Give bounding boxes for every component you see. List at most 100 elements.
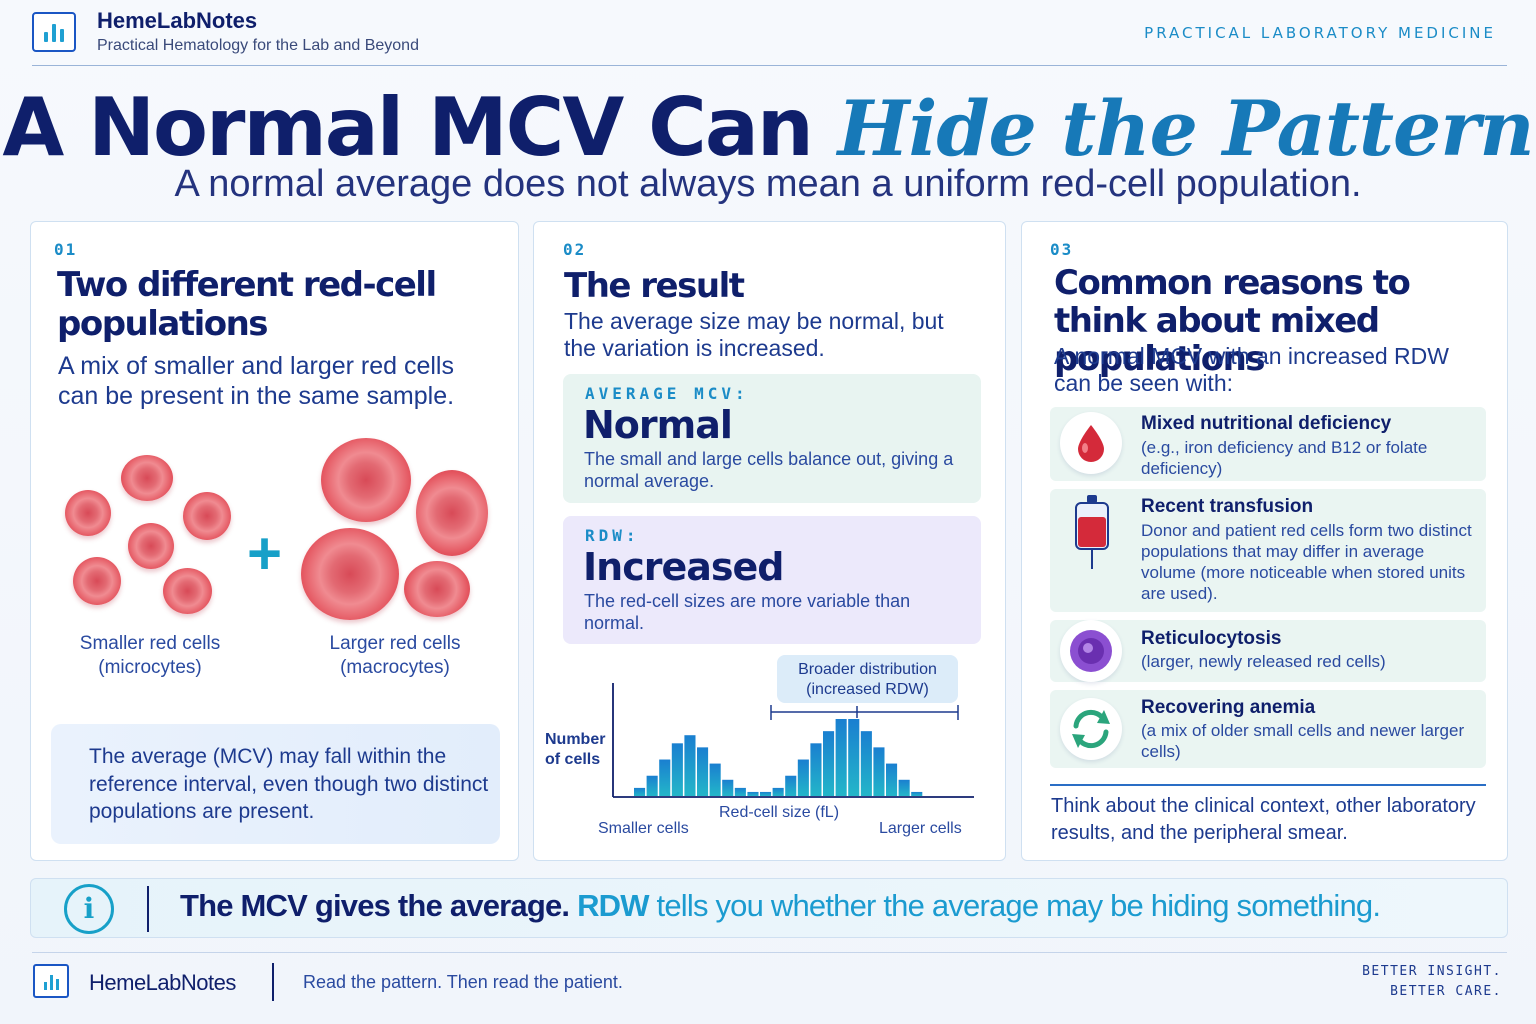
histogram-bar [760,791,772,796]
histogram-bar [823,731,835,796]
histogram-bar [772,787,784,796]
histogram-bar [671,743,683,796]
title-part-2: Hide the Pattern [837,84,1535,173]
chart-x-label: Red-cell size (fL) [719,804,840,821]
rdw-value: Increased [583,545,784,589]
chart-x-right-label: Larger cells [879,820,962,837]
section-kicker: PRACTICAL LABORATORY MEDICINE [1144,24,1496,42]
title-part-1: A Normal MCV Can [2,81,838,174]
footer-motto: BETTER INSIGHT. BETTER CARE. [1362,962,1502,1002]
histogram-bar [646,775,658,796]
histogram-bar [911,791,923,796]
panel-text: A normal MCV with an increased RDW can b… [1054,343,1449,396]
histogram-bar [848,719,860,796]
chart-y-label: Number of cells [545,731,606,768]
panel-heading: Two different red-cell populations [57,265,437,344]
microcyte-icon [183,492,231,540]
histogram-bar [873,747,885,796]
mcv-description: The small and large cells balance out, g… [584,449,954,491]
histogram-bar [722,779,734,796]
microcyte-icon [73,557,121,605]
footer-brand[interactable]: HemeLabNotes [89,970,236,995]
panel-footer-text: Think about the clinical context, other … [1051,795,1476,844]
brand-name[interactable]: HemeLabNotes [97,8,258,33]
caption-small-cells: Smaller red cells (microcytes) [60,632,240,680]
microcyte-icon [163,568,212,614]
histogram-bar [898,779,910,796]
header-divider [32,65,1507,66]
panel-divider [1050,784,1486,786]
reason-title: Recovering anemia [1141,697,1316,718]
mcv-label: AVERAGE MCV: [585,384,749,403]
reason-description: (e.g., iron deficiency and B12 or folate… [1141,438,1428,478]
reason-title: Reticulocytosis [1141,628,1282,649]
rdw-label: RDW: [585,526,640,545]
reason-description: (a mix of older small cells and newer la… [1141,721,1465,761]
plus-icon: + [247,520,283,587]
histogram-bar [785,775,797,796]
microcyte-icon [121,455,173,501]
note-box [51,724,500,844]
rdw-result-card [563,516,981,644]
macrocyte-icon [301,528,399,620]
caption-line: Larger red cells [329,633,461,654]
footer-logo-icon [33,964,69,998]
note-text: The average (MCV) may fall within the re… [89,745,489,823]
histogram-bar [860,731,872,796]
reticulocyte-icon [1060,620,1122,682]
reason-item [1050,690,1486,768]
caption-line: (macrocytes) [340,657,450,678]
caption-line: Smaller red cells [79,633,221,654]
panel-number: 03 [1050,240,1074,259]
page-subtitle: A normal average does not always mean a … [174,163,1362,205]
reason-description: (larger, newly released red cells) [1141,652,1386,671]
rdw-description: The red-cell sizes are more variable tha… [584,591,911,633]
rdw-emphasis: RDW [577,888,649,923]
macrocyte-icon [416,470,488,556]
panel-heading: The result [564,266,745,306]
chart-x-left-label: Smaller cells [598,820,689,837]
panel-number: 02 [563,240,587,259]
panel-text: The average size may be normal, but the … [564,308,944,361]
mcv-result-card [563,374,981,503]
key-message-banner [30,878,1508,938]
blood-bag-icon [1073,495,1111,576]
reason-item [1050,407,1486,481]
reason-title: Recent transfusion [1141,496,1314,517]
histogram-bar [709,763,721,796]
footer-motto-line: BETTER INSIGHT. [1362,964,1502,979]
panel-text: A mix of smaller and larger red cells ca… [58,352,455,410]
footer-tagline: Read the pattern. Then read the patient. [303,972,623,992]
brand-logo-icon [32,12,76,52]
microcyte-icon [128,523,174,569]
footer-divider [32,952,1507,953]
reason-item [1050,489,1486,612]
key-message-part-2: RDW tells you whether the average may be… [577,888,1381,923]
reason-title: Mixed nutritional deficiency [1141,413,1392,434]
reason-item [1050,620,1486,682]
key-message-rest: tells you whether the average may be hid… [648,888,1381,923]
banner-divider [147,886,149,932]
histogram-bar [797,759,809,796]
brand-tagline: Practical Hematology for the Lab and Bey… [97,37,419,54]
blood-drop-icon [1060,412,1122,474]
key-message-part-1: The MCV gives the average. [180,888,570,923]
page-title: A Normal MCV Can Hide the Pattern [0,78,1536,179]
histogram-bar [684,735,696,796]
footer-motto-line: BETTER CARE. [1390,984,1502,999]
recycle-arrows-icon [1060,698,1122,760]
caption-large-cells: Larger red cells (macrocytes) [305,632,485,680]
key-message: The MCV gives the average. RDW tells you… [180,888,1381,924]
panel-heading: Common reasons to think about mixed popu… [1054,263,1411,379]
macrocyte-icon [321,438,411,522]
info-icon: i [64,884,114,934]
histogram-bar [810,743,822,796]
histogram-bar [734,787,746,796]
caption-line: (microcytes) [98,657,202,678]
histogram-bar [634,787,646,796]
microcyte-icon [65,490,111,536]
histogram-bar [697,747,709,796]
mcv-value: Normal [583,403,733,447]
reason-description: Donor and patient red cells form two dis… [1141,521,1472,603]
histogram-bar [886,763,898,796]
